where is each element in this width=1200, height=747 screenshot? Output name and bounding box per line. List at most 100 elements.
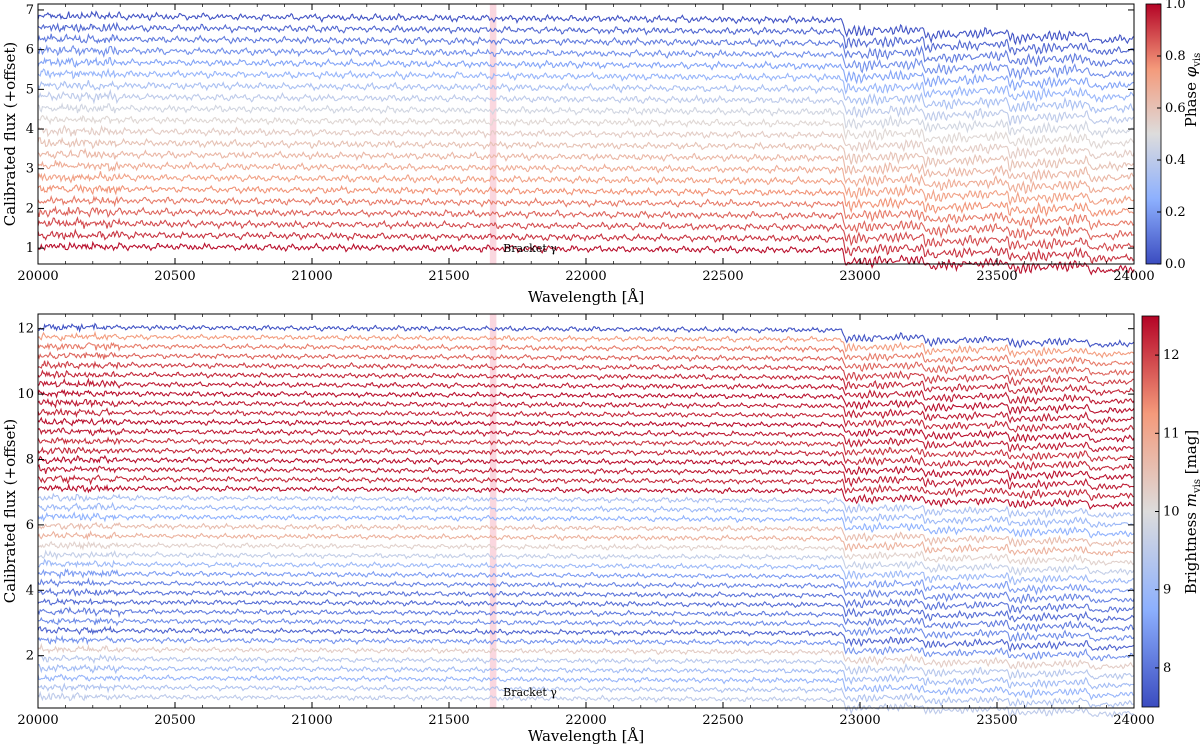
bottom-plot-area — [38, 314, 1134, 708]
x-tick-label: 20000 — [17, 269, 58, 284]
spectrum-line — [37, 501, 1135, 529]
spectrum-line — [37, 194, 1135, 231]
y-tick-label: 10 — [17, 387, 34, 402]
colorbar-tick-label: 8 — [1163, 661, 1171, 676]
spectrum-line — [37, 351, 1135, 377]
colorbar-tick-label: 1.0 — [1165, 0, 1186, 12]
spectrum-line — [37, 642, 1135, 671]
x-tick-label: 23500 — [976, 269, 1017, 284]
spectrum-line — [37, 673, 1135, 701]
spectrum-line — [37, 474, 1135, 501]
top-colorbar-label: Phase φvis — [1182, 53, 1200, 128]
bottom-y-axis-label: Calibrated flux (+offset) — [1, 419, 19, 603]
spectrum-line — [37, 44, 1135, 81]
spectrum-line — [37, 102, 1135, 139]
spectrum-line — [37, 625, 1135, 653]
y-tick-label: 2 — [26, 649, 34, 664]
spectrum-line — [37, 33, 1135, 68]
x-tick-label: 22000 — [565, 269, 606, 284]
spectrum-line — [37, 21, 1135, 56]
spectrum-line — [37, 663, 1135, 690]
bottom-bracket-gamma-band — [489, 314, 497, 708]
y-tick-label: 5 — [26, 82, 34, 97]
top-x-axis-label: Wavelength [Å] — [528, 288, 644, 306]
colorbar-tick-label: 0.4 — [1165, 153, 1186, 168]
top-y-ticks: 1 2 3 4 5 6 7 — [26, 3, 1134, 256]
spectrum-line — [37, 136, 1135, 173]
spectrum-line — [37, 454, 1135, 483]
x-tick-label: 20500 — [154, 269, 195, 284]
top-colorbar — [1145, 3, 1162, 265]
top-bracket-gamma-label: Bracket γ — [503, 242, 557, 255]
colorbar-tick-label: 0.8 — [1165, 49, 1186, 64]
colorbar-tick-label: 10 — [1163, 505, 1180, 520]
spectrum-line — [37, 80, 1135, 114]
spectrum-line — [37, 436, 1135, 463]
spectrum-line — [37, 682, 1135, 709]
spectrum-line — [37, 322, 1135, 349]
spectrum-line — [37, 216, 1135, 252]
spectrum-line — [37, 416, 1135, 444]
spectrum-line — [37, 407, 1134, 434]
bottom-colorbar-label: Brightness mvis [mag] — [1182, 430, 1200, 594]
top-y-axis-label: Calibrated flux (+offset) — [1, 42, 19, 226]
x-tick-label: 20000 — [17, 713, 58, 728]
x-tick-label: 23000 — [839, 269, 880, 284]
spectrum-line — [37, 558, 1135, 586]
y-tick-label: 12 — [17, 322, 34, 337]
x-tick-label: 21500 — [428, 269, 469, 284]
bottom-panel: 20000 20500 21000 21500 22000 22500 23000 23500… — [1, 313, 1200, 745]
x-tick-label: 21000 — [291, 269, 332, 284]
top-panel: 20000 20500 21000 21500 22000 22500 23000 23500… — [1, 0, 1200, 306]
y-tick-label: 6 — [26, 518, 34, 533]
spectrum-line — [37, 446, 1135, 472]
spectrum-line — [37, 597, 1135, 623]
spectrum-line — [37, 492, 1135, 519]
bottom-x-ticks: 20000 20500 21000 21500 22000 22500 23000 23500… — [17, 314, 1155, 728]
spectrum-line — [37, 568, 1135, 596]
spectrum-line — [37, 530, 1135, 557]
spectrum-line — [37, 228, 1135, 264]
bottom-x-axis-label: Wavelength [Å] — [528, 727, 644, 745]
x-tick-label: 21500 — [428, 713, 469, 728]
spectrum-line — [37, 426, 1135, 453]
x-tick-label: 22000 — [565, 713, 606, 728]
spectrum-line — [37, 124, 1135, 160]
spectrum-line — [37, 389, 1135, 416]
x-tick-label: 21000 — [291, 713, 332, 728]
y-tick-label: 8 — [26, 453, 34, 468]
y-tick-label: 1 — [26, 241, 34, 256]
bottom-y-ticks: 2 4 6 8 10 12 — [17, 322, 1134, 664]
spectrum-line — [37, 369, 1135, 397]
y-tick-label: 2 — [26, 201, 34, 216]
spectrum-line — [37, 330, 1135, 359]
colorbar-tick-label: 0.2 — [1165, 205, 1186, 220]
y-tick-label: 3 — [26, 162, 34, 177]
y-tick-label: 4 — [26, 583, 34, 598]
spectrum-line — [37, 577, 1135, 605]
spectrum-line — [37, 521, 1135, 548]
colorbar-tick-label: 0.6 — [1165, 101, 1186, 116]
spectrum-line — [37, 171, 1135, 207]
bottom-bracket-gamma-label: Bracket γ — [503, 686, 557, 699]
spectrum-line — [37, 463, 1134, 491]
spectrum-line — [37, 511, 1135, 539]
spectrum-line — [37, 690, 1135, 719]
x-tick-label: 23000 — [839, 713, 880, 728]
spectrum-line — [37, 377, 1135, 405]
x-tick-label: 23500 — [976, 713, 1017, 728]
bottom-colorbar-ticks: 8 9 10 11 12 — [1155, 348, 1180, 676]
spectrum-line — [37, 147, 1135, 185]
colorbar-tick-label: 12 — [1163, 348, 1180, 363]
spectrum-line — [37, 482, 1135, 510]
spectrum-line — [37, 114, 1135, 150]
spectrum-line — [37, 88, 1135, 126]
spectrum-line — [37, 360, 1135, 387]
colorbar-tick-label: 11 — [1163, 426, 1180, 441]
spectrum-line — [37, 341, 1135, 368]
spectrum-line — [37, 205, 1134, 241]
x-tick-label: 22500 — [702, 713, 743, 728]
x-tick-label: 24000 — [1113, 713, 1154, 728]
colorbar-tick-label: 9 — [1163, 583, 1171, 598]
spectrum-line — [37, 653, 1135, 681]
